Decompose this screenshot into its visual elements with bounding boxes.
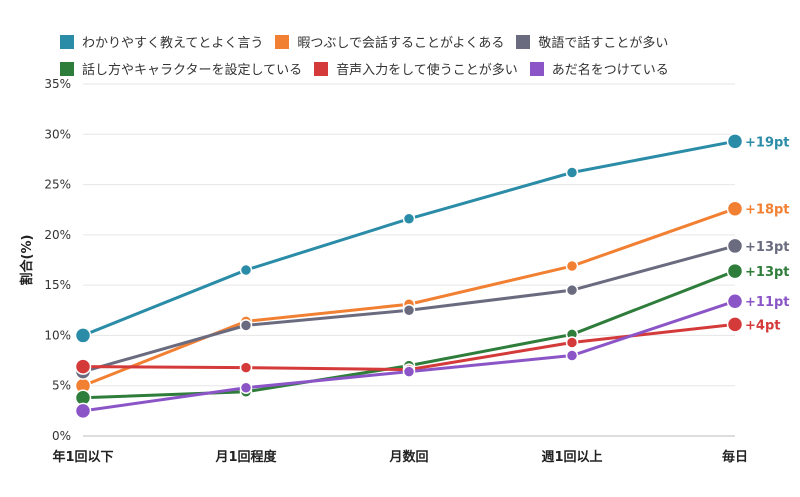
- x-tick-label: 年1回以下: [52, 449, 113, 465]
- y-tick-label: 35%: [44, 77, 71, 91]
- legend-label-4: 話し方やキャラクターを設定している: [82, 63, 303, 78]
- data-point: [726, 237, 744, 255]
- x-tick-label: 毎日: [722, 449, 748, 465]
- end-label: +13pt: [745, 265, 790, 280]
- end-label: +18pt: [745, 203, 790, 218]
- data-point: [74, 327, 92, 344]
- end-label: +19pt: [745, 135, 790, 150]
- data-point: [565, 336, 579, 349]
- legend-row-2: 話し方やキャラクターを設定している 音声入力をして使うことが多い あだ名をつけて…: [60, 55, 780, 82]
- data-point: [726, 133, 744, 150]
- legend-item-1[interactable]: わかりやすく教えてとよく言う: [60, 32, 263, 51]
- y-tick-label: 30%: [44, 127, 71, 141]
- legend-swatch-3: [516, 34, 531, 49]
- legend-item-5[interactable]: 音声入力をして使うことが多い: [314, 59, 518, 78]
- legend-swatch-6: [529, 61, 544, 76]
- y-tick-label: 10%: [44, 328, 71, 342]
- legend-item-3[interactable]: 敬語で話すことが多い: [516, 32, 668, 51]
- legend-swatch-1: [60, 34, 74, 49]
- data-point: [726, 262, 744, 280]
- data-point: [402, 212, 416, 226]
- legend-swatch-4: [60, 61, 74, 76]
- y-tick-label: 15%: [44, 278, 71, 292]
- series-1: +19pt: [74, 133, 790, 344]
- legend-label-2: 暇つぶしで会話することがよくある: [297, 36, 505, 51]
- series-6: +11pt: [74, 292, 790, 420]
- data-point: [565, 283, 579, 297]
- legend: わかりやすく教えてとよく言う 暇つぶしで会話することがよくある 敬語で話すことが…: [60, 28, 780, 82]
- x-tick-label: 月1回程度: [214, 449, 277, 465]
- end-label: +4pt: [745, 318, 780, 333]
- y-tick-label: 20%: [44, 228, 71, 242]
- legend-swatch-2: [275, 34, 290, 49]
- data-point: [402, 365, 416, 378]
- y-tick-label: 5%: [52, 379, 71, 393]
- data-point: [726, 292, 744, 310]
- end-label: +11pt: [745, 295, 790, 310]
- legend-row-1: わかりやすく教えてとよく言う 暇つぶしで会話することがよくある 敬語で話すことが…: [60, 28, 780, 55]
- data-point: [239, 319, 253, 332]
- data-point: [565, 259, 579, 273]
- data-point: [402, 304, 416, 317]
- data-point: [726, 316, 744, 333]
- y-tick-label: 25%: [44, 178, 71, 192]
- data-point: [239, 381, 253, 394]
- data-point: [565, 349, 579, 362]
- data-point: [565, 166, 579, 179]
- legend-label-1: わかりやすく教えてとよく言う: [82, 36, 264, 51]
- series-3: +13pt: [74, 237, 790, 380]
- data-point: [74, 402, 92, 420]
- end-label: +13pt: [745, 240, 790, 255]
- legend-item-6[interactable]: あだ名をつけている: [529, 59, 669, 78]
- legend-swatch-5: [314, 61, 329, 76]
- legend-label-5: 音声入力をして使うことが多い: [336, 63, 518, 78]
- y-axis-title: 割合(%): [19, 235, 35, 286]
- x-tick-label: 週1回以上: [541, 450, 602, 465]
- legend-item-4[interactable]: 話し方やキャラクターを設定している: [60, 59, 302, 78]
- data-point: [74, 358, 92, 375]
- data-point: [239, 361, 253, 374]
- data-point: [239, 263, 253, 277]
- y-tick-label: 0%: [52, 429, 71, 443]
- legend-item-2[interactable]: 暇つぶしで会話することがよくある: [275, 32, 504, 51]
- legend-label-6: あだ名をつけている: [551, 63, 669, 78]
- data-point: [726, 200, 744, 217]
- legend-label-3: 敬語で話すことが多い: [538, 36, 669, 51]
- x-tick-label: 月数回: [388, 449, 428, 465]
